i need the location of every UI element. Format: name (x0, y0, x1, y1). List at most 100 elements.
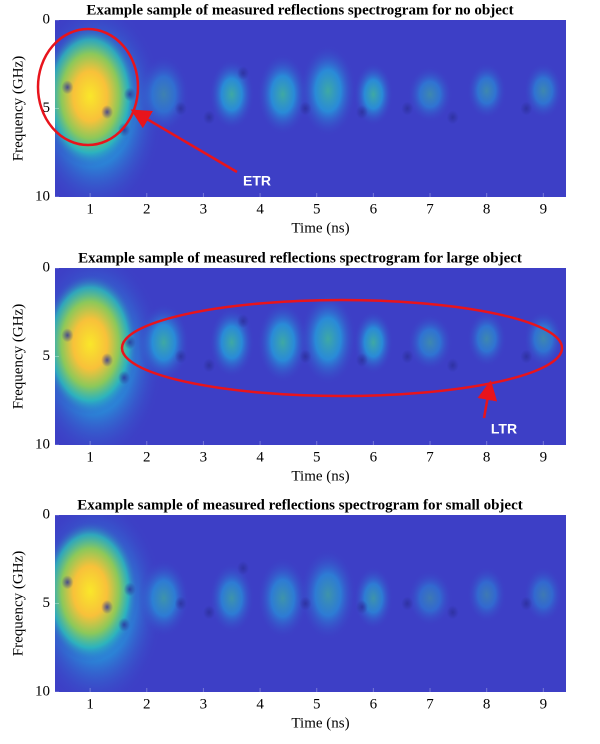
y-tick-label: 10 (35, 683, 50, 699)
heatmap-blob (407, 569, 453, 627)
heatmap-blob (407, 66, 453, 123)
heatmap-blob (138, 55, 190, 134)
y-axis-label: Frequency (GHz) (10, 56, 26, 161)
annotation-arrow (130, 109, 238, 174)
heatmap-dip (61, 328, 74, 343)
x-axis-label: Time (ns) (291, 715, 349, 731)
heatmap-peak (55, 273, 139, 415)
chart-title: Example sample of measured reflections s… (78, 250, 522, 266)
x-tick-label: 1 (86, 696, 94, 712)
x-tick-label: 7 (426, 201, 434, 217)
x-tick-label: 8 (483, 201, 491, 217)
annotation-label: LTR (491, 421, 517, 437)
panel: Example sample of measured reflections s… (10, 250, 566, 484)
x-tick-label: 2 (143, 449, 151, 465)
heatmap-dip (61, 575, 74, 590)
y-tick-label: 10 (35, 436, 50, 452)
annotation-ellipse (120, 298, 564, 398)
heatmap-peak (55, 520, 139, 662)
heatmap-blob (257, 557, 309, 639)
heatmap-dip (446, 605, 459, 620)
x-tick-label: 6 (370, 696, 378, 712)
heatmap-peak (55, 25, 139, 167)
y-tick-label: 0 (43, 259, 51, 275)
heatmap-blob (257, 53, 309, 136)
heatmap-dip (61, 80, 74, 95)
heatmap-dip (237, 561, 250, 576)
x-tick-label: 9 (540, 449, 548, 465)
heatmap-blob (138, 559, 190, 638)
heatmap-blob (523, 566, 564, 623)
heatmap-dip (520, 596, 533, 611)
x-tick-label: 9 (540, 201, 548, 217)
x-tick-label: 2 (143, 696, 151, 712)
x-tick-label: 5 (313, 696, 321, 712)
heatmap-blob (299, 292, 357, 385)
panel: Example sample of measured reflections s… (10, 497, 566, 731)
heatmap-dip (174, 596, 187, 611)
x-tick-label: 7 (426, 696, 434, 712)
heatmap-dip (446, 110, 459, 125)
heatmap-dip (299, 101, 312, 116)
heatmap-dip (101, 105, 114, 120)
heatmap-blob (466, 566, 507, 623)
x-tick-label: 1 (86, 201, 94, 217)
heatmap-dip (203, 358, 216, 373)
x-tick-label: 1 (86, 449, 94, 465)
annotation-label: ETR (243, 173, 271, 189)
x-tick-label: 4 (256, 201, 264, 217)
heatmap-dip (356, 353, 369, 368)
heatmap-dip (123, 335, 136, 350)
heatmap (55, 268, 566, 445)
heatmap-dip (118, 617, 131, 632)
x-tick-label: 6 (370, 201, 378, 217)
y-tick-label: 0 (43, 11, 51, 27)
chart-title: Example sample of measured reflections s… (77, 497, 522, 513)
heatmap (55, 515, 566, 692)
x-tick-label: 4 (256, 449, 264, 465)
panel: Example sample of measured reflections s… (10, 2, 566, 236)
x-axis-label: Time (ns) (291, 220, 349, 236)
heatmap-dip (203, 605, 216, 620)
heatmap-dip (401, 101, 414, 116)
x-tick-label: 3 (200, 449, 208, 465)
heatmap-blob (523, 62, 564, 120)
heatmap-dip (520, 349, 533, 364)
heatmap-dip (123, 582, 136, 597)
heatmap-dip (174, 101, 187, 116)
heatmap-blob (353, 566, 394, 631)
y-tick-label: 0 (43, 506, 51, 522)
x-tick-label: 5 (313, 201, 321, 217)
x-tick-label: 4 (256, 696, 264, 712)
x-tick-label: 9 (540, 696, 548, 712)
x-tick-label: 3 (200, 201, 208, 217)
heatmap-dip (101, 600, 114, 615)
y-axis-label: Frequency (GHz) (10, 304, 26, 409)
x-tick-label: 7 (426, 449, 434, 465)
y-axis-label: Frequency (GHz) (10, 551, 26, 656)
heatmap-dip (237, 314, 250, 329)
annotation-ellipse (36, 27, 140, 147)
heatmap-dip (118, 122, 131, 137)
heatmap-dip (446, 358, 459, 373)
heatmap-dip (101, 353, 114, 368)
heatmap-dip (356, 600, 369, 615)
heatmap-blob (299, 44, 357, 137)
chart-title: Example sample of measured reflections s… (86, 2, 513, 18)
annotation-arrow (477, 380, 498, 419)
heatmap (55, 20, 566, 197)
heatmap-dip (401, 349, 414, 364)
heatmap-blob (407, 314, 453, 371)
heatmap-dip (520, 101, 533, 116)
heatmap-blob (466, 310, 507, 368)
y-tick-label: 10 (35, 188, 50, 204)
heatmap-dip (299, 349, 312, 364)
x-axis-label: Time (ns) (291, 468, 349, 484)
x-tick-label: 3 (200, 696, 208, 712)
y-tick-label: 5 (43, 595, 51, 611)
x-tick-label: 5 (313, 449, 321, 465)
y-tick-label: 5 (43, 348, 51, 364)
heatmap-dip (237, 66, 250, 81)
heatmap-dip (203, 110, 216, 125)
